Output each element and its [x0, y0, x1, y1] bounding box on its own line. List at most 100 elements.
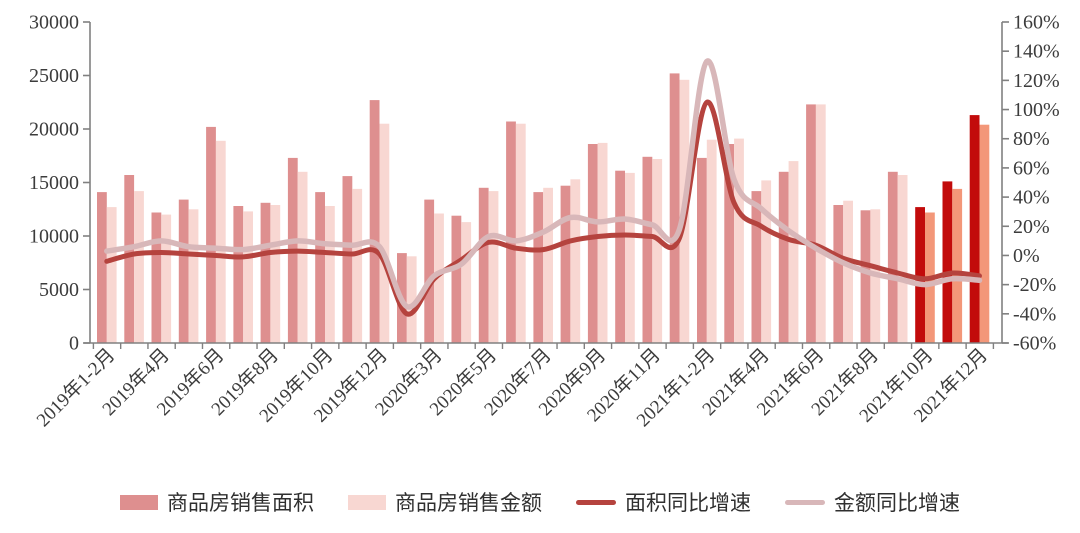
legend-label-0: 商品房销售面积 — [167, 491, 314, 515]
bar — [270, 205, 281, 343]
y-right-tick-label: -20% — [1013, 274, 1056, 296]
bar — [461, 222, 472, 343]
bar — [942, 181, 953, 343]
bar — [478, 187, 489, 343]
bar — [451, 215, 462, 343]
legend-item-2: 面积同比增速 — [576, 487, 751, 517]
bar — [843, 200, 853, 343]
bar — [669, 73, 680, 344]
bar — [151, 212, 162, 343]
bar — [342, 176, 353, 343]
legend-bar-swatch-0 — [120, 494, 158, 510]
bar — [587, 144, 598, 343]
bar — [697, 157, 707, 343]
bar — [424, 199, 435, 343]
bar — [188, 209, 199, 344]
bar — [952, 188, 963, 343]
legend-item-0: 商品房销售面积 — [120, 487, 314, 517]
legend-label-3: 金额同比增速 — [834, 491, 960, 515]
bar — [724, 144, 735, 343]
line-series-1 — [104, 58, 983, 310]
bar — [806, 104, 816, 344]
bar — [533, 192, 544, 343]
bar — [570, 179, 581, 343]
y-left-tick-label: 0 — [69, 333, 79, 355]
legend-line-swatch-2 — [576, 499, 616, 505]
bar — [969, 115, 980, 343]
bar — [515, 123, 526, 343]
bar — [215, 140, 226, 343]
y-left-tick-label: 15000 — [29, 172, 79, 194]
y-right-tick-label: 80% — [1013, 128, 1050, 150]
y-right-tick-label: 20% — [1013, 216, 1050, 238]
bar — [815, 104, 826, 344]
y-left-tick-label: 20000 — [29, 119, 79, 141]
y-right-tick-label: -40% — [1013, 303, 1056, 325]
chart-area: 0 5000 10000 15000 20000 25000 30000 -60% -40% -2… — [29, 12, 1060, 432]
legend-label-1: 商品房销售金额 — [395, 491, 542, 515]
bar — [897, 175, 908, 343]
bar — [860, 210, 871, 343]
bar — [652, 159, 663, 343]
bar — [833, 205, 844, 343]
bar — [369, 100, 380, 343]
bar — [751, 191, 762, 343]
bar — [506, 121, 516, 343]
bar — [406, 256, 417, 343]
bar — [106, 207, 117, 343]
bar — [178, 199, 189, 343]
bar — [642, 156, 653, 343]
bar — [325, 206, 335, 343]
y-left-tick-label: 30000 — [29, 12, 79, 34]
y-right-tick-label: 140% — [1013, 41, 1060, 63]
y-right-tick-label: 0% — [1013, 245, 1040, 267]
bar — [206, 126, 216, 344]
legend-item-3: 金额同比增速 — [785, 487, 960, 517]
bar — [379, 123, 390, 343]
bar — [706, 139, 717, 343]
legend-line-swatch-3 — [785, 499, 825, 505]
bar — [434, 213, 444, 343]
bar — [352, 188, 363, 343]
bar — [243, 211, 253, 343]
bar — [297, 171, 308, 343]
bar — [788, 161, 799, 343]
bar — [260, 202, 271, 343]
bar — [124, 175, 135, 343]
bar — [315, 192, 325, 343]
bar — [761, 180, 772, 343]
x-tick-label: 2019年1-2月 — [32, 344, 119, 431]
legend-item-1: 商品房销售金额 — [348, 487, 542, 517]
bar — [488, 191, 499, 343]
bar — [543, 187, 553, 343]
y-right-tick-label: 100% — [1013, 99, 1060, 121]
y-right-tick-label: -60% — [1013, 333, 1056, 355]
y-right-tick-label: 160% — [1013, 12, 1060, 34]
legend-bar-swatch-1 — [348, 494, 386, 510]
line-series-0 — [104, 99, 982, 317]
y-right-tick-label: 120% — [1013, 70, 1060, 92]
chart-canvas: 0 5000 10000 15000 20000 25000 30000 -60% -40% -2… — [29, 12, 1060, 432]
bar — [915, 207, 925, 343]
bar — [597, 142, 608, 343]
y-right-tick-label: 40% — [1013, 187, 1050, 209]
y-left-tick-label: 25000 — [29, 65, 79, 87]
bar — [560, 185, 571, 343]
axes — [83, 21, 1009, 349]
bar — [625, 172, 635, 343]
y-left-tick-label: 10000 — [29, 226, 79, 248]
bar — [979, 124, 990, 343]
y-left-tick-label: 5000 — [39, 279, 79, 301]
bar — [97, 192, 107, 343]
legend: 商品房销售面积 商品房销售金额 面积同比增速 金额同比增速 — [0, 484, 1080, 520]
y-right-tick-label: 60% — [1013, 157, 1050, 179]
legend-label-2: 面积同比增速 — [625, 491, 751, 515]
bar — [734, 138, 744, 343]
bar — [778, 171, 789, 343]
bar — [161, 214, 172, 343]
bar-series-0 — [97, 73, 980, 344]
bar — [134, 191, 144, 343]
bar — [615, 170, 625, 343]
bar — [887, 171, 898, 343]
bar — [233, 206, 244, 343]
